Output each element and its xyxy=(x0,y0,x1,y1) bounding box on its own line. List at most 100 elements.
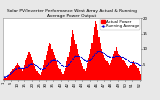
Title: Solar PV/Inverter Performance West Array Actual & Running Average Power Output: Solar PV/Inverter Performance West Array… xyxy=(7,9,137,18)
Bar xyxy=(11,71,12,80)
Bar xyxy=(125,63,126,80)
Bar xyxy=(51,49,52,80)
Bar xyxy=(100,43,101,80)
Bar xyxy=(126,64,127,80)
Bar xyxy=(42,69,43,80)
Bar xyxy=(88,58,89,80)
Bar xyxy=(90,49,92,80)
Bar xyxy=(102,52,103,80)
Bar xyxy=(44,60,46,80)
Bar xyxy=(78,54,79,80)
Bar xyxy=(50,44,51,80)
Bar xyxy=(48,46,49,80)
Bar xyxy=(62,74,63,80)
Bar xyxy=(43,64,44,80)
Bar xyxy=(5,78,7,80)
Bar xyxy=(95,21,96,80)
Bar xyxy=(32,60,33,80)
Bar xyxy=(67,57,69,80)
Bar xyxy=(9,74,10,80)
Bar xyxy=(10,72,11,80)
Bar xyxy=(59,69,60,80)
Bar xyxy=(52,52,54,80)
Bar xyxy=(105,60,106,80)
Bar xyxy=(35,69,36,80)
Bar xyxy=(25,60,26,80)
Bar xyxy=(127,66,128,80)
Bar xyxy=(73,34,74,80)
Bar xyxy=(3,79,4,80)
Bar xyxy=(114,50,116,80)
Bar xyxy=(27,55,28,80)
Bar xyxy=(110,63,111,80)
Bar xyxy=(86,68,87,80)
Bar xyxy=(119,55,120,80)
Bar xyxy=(55,58,56,80)
Bar xyxy=(58,68,59,80)
Bar xyxy=(124,61,125,80)
Bar xyxy=(8,75,9,80)
Bar xyxy=(134,63,135,80)
Bar xyxy=(92,43,93,80)
Bar xyxy=(111,60,112,80)
Bar xyxy=(103,55,104,80)
Bar xyxy=(109,64,110,80)
Bar xyxy=(140,74,141,80)
Bar xyxy=(71,37,72,80)
Bar xyxy=(15,66,16,80)
Bar xyxy=(63,74,64,80)
Bar xyxy=(66,61,67,80)
Bar xyxy=(60,72,62,80)
Bar xyxy=(131,64,132,80)
Bar xyxy=(40,75,41,80)
Bar xyxy=(120,57,121,80)
Bar xyxy=(129,66,131,80)
Bar xyxy=(136,66,137,80)
Bar xyxy=(54,55,55,80)
Bar xyxy=(135,64,136,80)
Bar xyxy=(84,69,85,80)
Bar xyxy=(76,44,77,80)
Bar xyxy=(64,71,65,80)
Bar xyxy=(47,50,48,80)
Bar xyxy=(132,63,133,80)
Bar xyxy=(16,64,17,80)
Bar xyxy=(14,68,15,80)
Bar xyxy=(39,74,40,80)
Bar xyxy=(118,54,119,80)
Bar xyxy=(4,78,5,80)
Bar xyxy=(108,63,109,80)
Bar xyxy=(98,37,100,80)
Bar xyxy=(80,60,81,80)
Bar xyxy=(69,52,70,80)
Bar xyxy=(26,58,27,80)
Legend: Actual Power, Running Average: Actual Power, Running Average xyxy=(100,19,140,30)
Bar xyxy=(116,47,117,80)
Bar xyxy=(33,63,34,80)
Bar xyxy=(56,61,57,80)
Bar xyxy=(22,71,23,80)
Bar xyxy=(106,61,108,80)
Bar xyxy=(117,50,118,80)
Bar xyxy=(36,71,38,80)
Bar xyxy=(81,63,82,80)
Bar xyxy=(139,71,140,80)
Bar xyxy=(94,27,95,80)
Bar xyxy=(20,69,22,80)
Bar xyxy=(41,72,42,80)
Bar xyxy=(19,66,20,80)
Bar xyxy=(133,61,134,80)
Bar xyxy=(89,54,90,80)
Bar xyxy=(46,55,47,80)
Bar xyxy=(87,63,88,80)
Bar xyxy=(72,30,73,80)
Bar xyxy=(65,68,66,80)
Bar xyxy=(137,68,139,80)
Bar xyxy=(122,60,124,80)
Bar xyxy=(18,64,19,80)
Bar xyxy=(97,30,98,80)
Bar xyxy=(96,24,97,80)
Bar xyxy=(77,49,78,80)
Bar xyxy=(23,68,24,80)
Bar xyxy=(12,69,14,80)
